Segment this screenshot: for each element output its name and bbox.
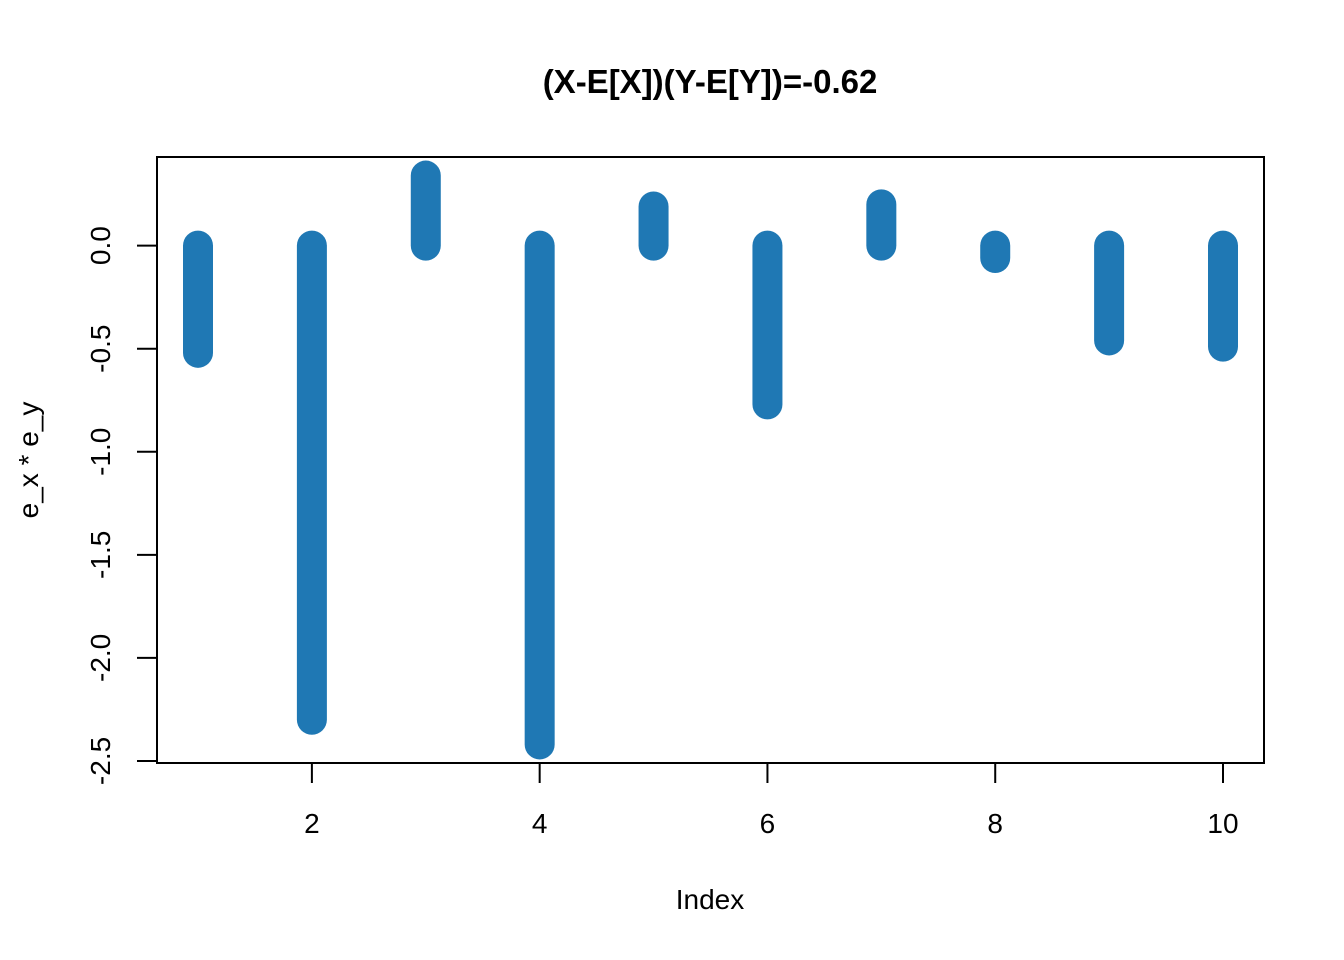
- y-tick-label: 0.0: [85, 226, 116, 265]
- y-tick-label: -0.5: [85, 325, 116, 373]
- bars: [183, 160, 1238, 760]
- y-tick-label: -2.0: [85, 634, 116, 682]
- x-tick-label: 10: [1207, 808, 1238, 839]
- x-tick-label: 2: [304, 808, 320, 839]
- y-axis: 0.0 -0.5 -1.0 -1.5 -2.0 -2.5: [85, 226, 158, 785]
- y-tick-label: -2.5: [85, 737, 116, 785]
- chart-title: (X-E[X])(Y-E[Y])=-0.62: [543, 63, 878, 100]
- x-axis-label: Index: [676, 884, 745, 915]
- x-axis: 2 4 6 8 10: [304, 762, 1239, 839]
- y-axis-label: e_x * e_y: [13, 402, 44, 519]
- y-tick-label: -1.5: [85, 531, 116, 579]
- x-tick-label: 4: [532, 808, 548, 839]
- y-tick-label: -1.0: [85, 428, 116, 476]
- x-tick-label: 6: [760, 808, 776, 839]
- x-tick-label: 8: [987, 808, 1003, 839]
